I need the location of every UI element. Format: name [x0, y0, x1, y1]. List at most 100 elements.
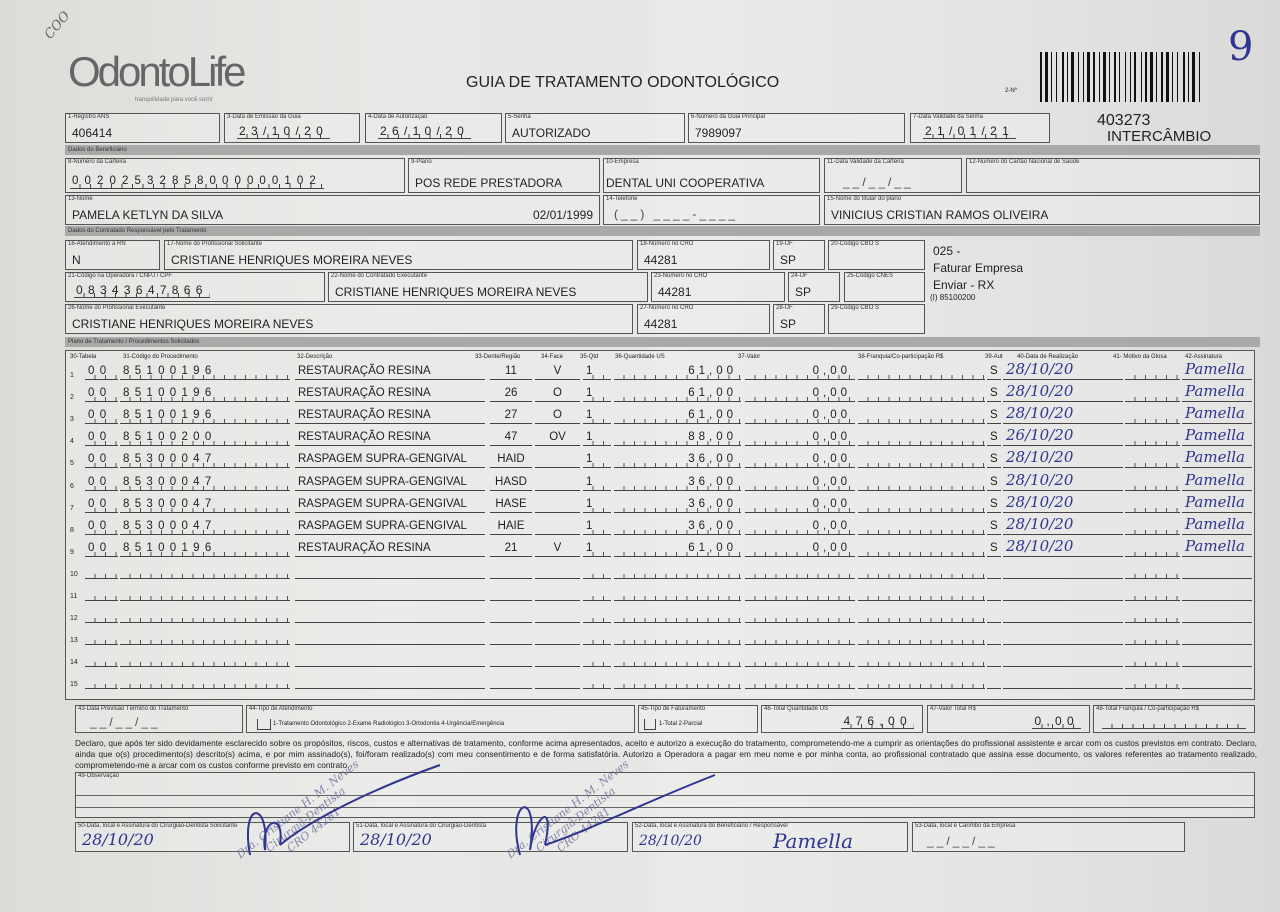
cell-tabela: 00 — [85, 475, 118, 491]
faturamento-checkbox[interactable] — [644, 719, 656, 730]
barcode-bar — [1183, 52, 1185, 102]
cell-valor — [745, 652, 855, 668]
cell-aut — [987, 652, 1001, 668]
cell-quant-us: 88,00 — [614, 431, 741, 447]
data-emissao-field: 3-Data de Emissão da Guia 23/10/20 — [224, 113, 360, 143]
procedure-row: 13 — [65, 627, 1255, 647]
row-number: 12 — [70, 615, 78, 623]
cell-valor: 0,00 — [745, 365, 855, 380]
column-header: 36-Quantidade US — [615, 354, 665, 360]
field-label: 8-Número da Carteira — [68, 159, 127, 165]
cell-dente: 21 — [490, 542, 532, 557]
field-label: 4-Data de Autorização — [368, 114, 428, 120]
barcode-bar — [1145, 52, 1147, 102]
cell-dente: HAID — [490, 453, 532, 469]
field-value: (__) ____-____ — [614, 207, 739, 221]
cell-codigo: 85100196 — [120, 387, 290, 403]
barcode — [1040, 52, 1200, 102]
cell-qtd: 1 — [583, 365, 611, 380]
cell-quant-us: 36,00 — [614, 453, 741, 469]
cell-face: O — [535, 409, 580, 425]
column-header: 32-Descrição — [297, 354, 333, 360]
cell-face — [535, 652, 580, 668]
cell-codigo — [120, 608, 290, 624]
barcode-bar — [1078, 52, 1079, 102]
field-label: 47-Valor Total R$ — [930, 706, 976, 712]
cell-quant-us: 36,00 — [614, 497, 741, 513]
cell-face — [535, 453, 580, 469]
field-label: 16-Atendimento a RN — [68, 241, 126, 247]
note-line: (I) 85100200 — [930, 293, 976, 302]
field-value: 44281 — [644, 253, 678, 267]
cell-franquia — [858, 652, 985, 668]
corner-mark: COO — [41, 8, 74, 43]
dentist-signature — [515, 774, 716, 856]
cell-codigo: 85100200 — [120, 431, 290, 447]
nome-field: 13-Nome PAMELA KETLYN DA SILVA 02/01/1999 — [65, 195, 600, 225]
cell-franquia — [858, 586, 985, 601]
cell-assinatura: Pamella — [1182, 360, 1252, 380]
procedure-row: 15 — [65, 671, 1255, 691]
field-value: AUTORIZADO — [512, 126, 591, 140]
cell-franquia — [858, 519, 985, 535]
barcode-bar — [1199, 52, 1200, 102]
handwritten-date: 28/10/20 — [639, 833, 702, 849]
cell-glosa — [1125, 519, 1180, 535]
cell-glosa — [1125, 365, 1180, 380]
registro-ans-field: 1-Registro ANS 406414 — [65, 113, 220, 143]
cell-codigo: 85100196 — [120, 409, 290, 425]
barcode-bar — [1172, 52, 1173, 102]
field-label: 48-Total Franquia / Co-participação R$ — [1096, 706, 1200, 712]
procedure-row: 9 00 85100196 RESTAURAÇÃO RESINA 21 V 1 61,00 0,… — [65, 537, 1255, 559]
tipo-atendimento-checkbox[interactable] — [257, 719, 271, 730]
cell-data — [1003, 603, 1123, 624]
barcode-bar — [1062, 52, 1064, 102]
barcode-bar — [1166, 52, 1169, 102]
declaration-text: Declaro, que após ter sido devidamente e… — [75, 738, 1257, 770]
barcode-bar — [1067, 52, 1068, 102]
cell-glosa — [1125, 475, 1180, 491]
barcode-bar — [1114, 52, 1116, 102]
cell-quant-us — [614, 652, 741, 668]
field-value: 21/01/21 — [923, 124, 1017, 139]
barcode-bar — [1119, 52, 1120, 102]
row-number: 8 — [70, 526, 74, 534]
row-number: 3 — [70, 416, 74, 424]
cell-descricao: RESTAURAÇÃO RESINA — [295, 431, 485, 447]
cro-27-field: 27-Número no CRO 44281 — [637, 304, 770, 334]
cell-valor: 0,00 — [745, 431, 855, 447]
cell-quant-us: 61,00 — [614, 409, 741, 425]
field-label: 13-Nome — [68, 196, 93, 202]
field-label: 46-Total Quantidade US — [764, 706, 829, 712]
field-value: 0,00 — [1032, 714, 1081, 729]
field-value: 476,00 — [841, 714, 914, 729]
cell-codigo — [120, 652, 290, 668]
column-header: 35-Qtd — [580, 354, 599, 360]
cell-glosa — [1125, 387, 1180, 403]
cell-franquia — [858, 453, 985, 469]
handwritten-date: 28/10/20 — [360, 830, 432, 849]
cell-assinatura: Pamella — [1182, 404, 1252, 425]
procedure-row: 1 00 85100196 RESTAURAÇÃO RESINA 11 V 1 61,00 0,… — [65, 360, 1255, 382]
field-label: 23-Número no CRO — [654, 273, 708, 279]
barcode-bar — [1192, 52, 1195, 102]
cell-valor: 0,00 — [745, 409, 855, 425]
barcode-bar — [1141, 52, 1142, 102]
column-header: 41- Motivo da Glosa — [1113, 354, 1167, 360]
cell-quant-us — [614, 630, 741, 646]
barcode-bar — [1103, 52, 1106, 102]
cell-descricao: RESTAURAÇÃO RESINA — [295, 387, 485, 403]
cell-aut — [987, 630, 1001, 646]
cell-data: 26/10/20 — [1003, 426, 1123, 447]
cell-assinatura: Pamella — [1182, 471, 1252, 491]
cell-data — [1003, 559, 1123, 579]
cell-assinatura — [1182, 669, 1252, 690]
field-value: 23/10/20 — [237, 124, 331, 139]
cell-tabela: 00 — [85, 541, 118, 557]
cell-valor: 0,00 — [745, 475, 855, 491]
cell-dente: 47 — [490, 431, 532, 447]
field-label: 18-Número no CRO — [640, 241, 694, 247]
cell-dente: HASD — [490, 476, 532, 491]
field-value: 44281 — [658, 285, 692, 299]
barcode-bar — [1188, 52, 1189, 102]
